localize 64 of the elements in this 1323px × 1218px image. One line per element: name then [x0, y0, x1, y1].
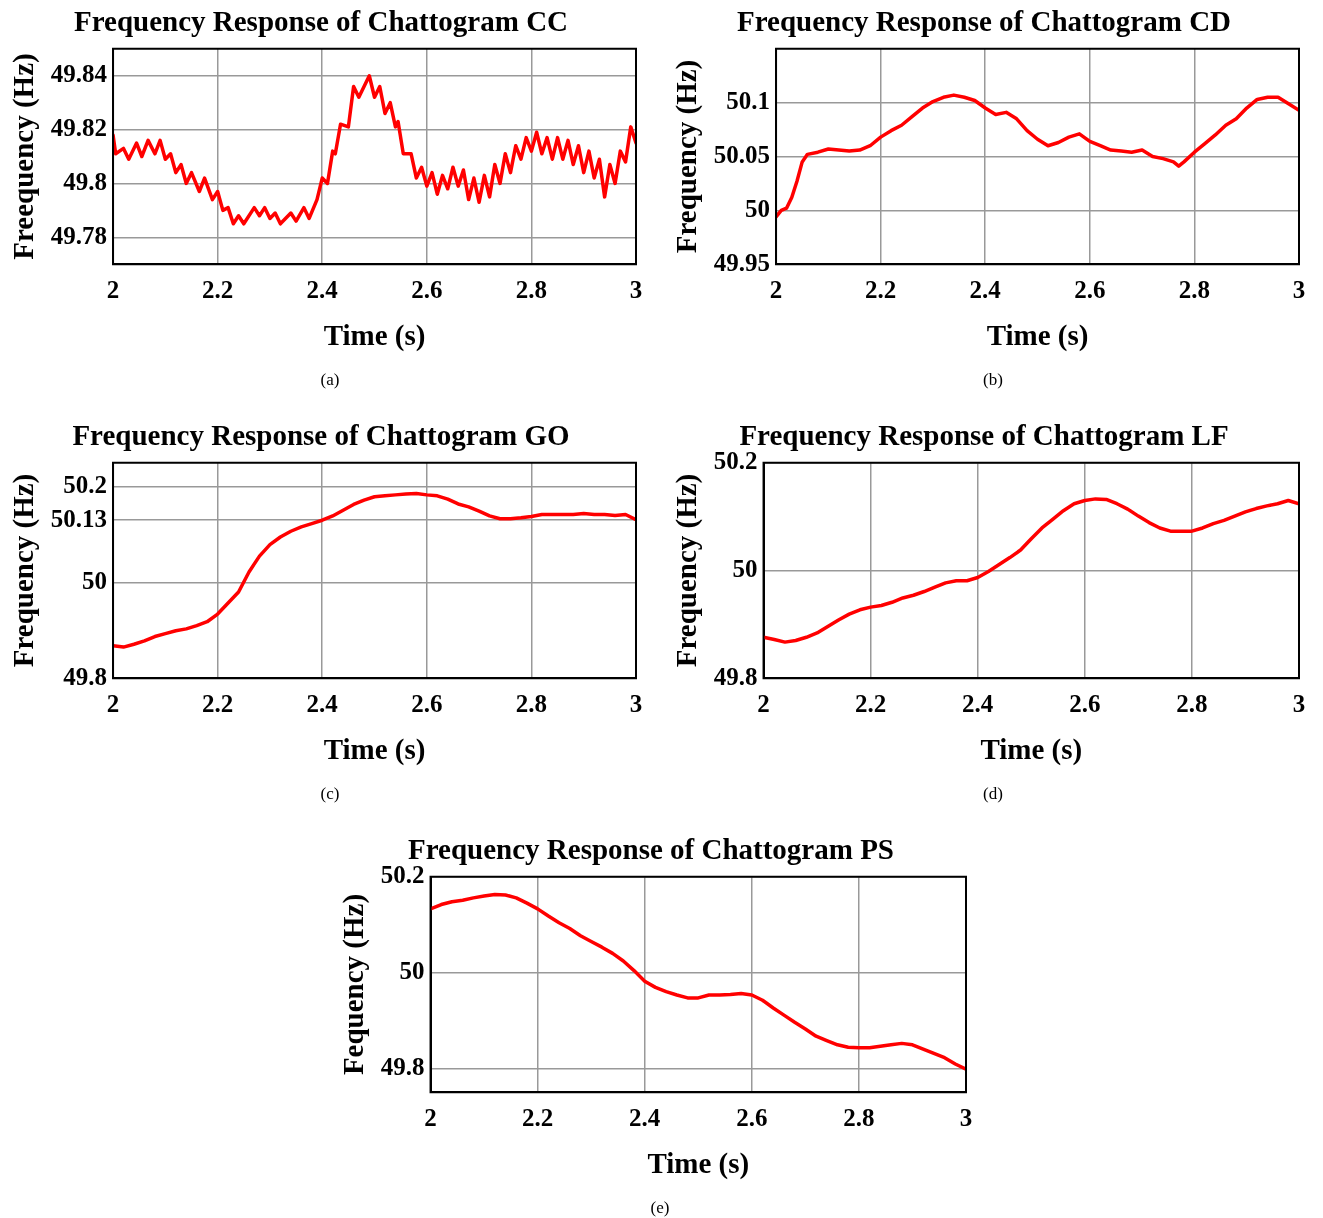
- x-tick-label: 2.4: [962, 689, 994, 717]
- chart-title: Frequency Response of Chattogram CD: [736, 4, 1232, 37]
- y-tick-label: 50.2: [63, 471, 108, 499]
- x-tick-label: 2.2: [202, 275, 234, 303]
- x-tick-label: 2.8: [515, 689, 548, 717]
- y-tick-label: 49.8: [380, 1052, 425, 1080]
- x-tick-label: 2: [106, 689, 120, 717]
- x-tick-label: 2.2: [855, 689, 887, 717]
- text: (a): [319, 370, 341, 390]
- y-tick-label: 50: [82, 566, 108, 594]
- x-axis-title: Time (s): [323, 733, 426, 767]
- y-tick-label: 49.8: [63, 662, 108, 690]
- y-tick-label: 49.82: [50, 114, 108, 142]
- chart-title: Frequency Response of Chattogram GO: [72, 418, 570, 451]
- y-tick-label: 50: [732, 554, 758, 582]
- x-tick-label: 3: [1292, 689, 1306, 717]
- x-tick-label: 3: [629, 275, 643, 303]
- x-tick-label: 2: [757, 689, 770, 717]
- x-tick-label: 3: [1292, 275, 1306, 303]
- y-tick-label: 49.8: [63, 167, 108, 195]
- y-axis-title: Fequency (Hz): [336, 893, 370, 1076]
- y-tick-label: 49.8: [713, 662, 758, 690]
- x-tick-label: 2.2: [865, 275, 897, 303]
- x-tick-label: 2.2: [522, 1103, 554, 1131]
- y-tick-label: 50.1: [726, 87, 771, 115]
- x-tick-label: 2.4: [306, 689, 339, 717]
- x-tick-label: 2.8: [843, 1103, 875, 1131]
- x-tick-label: 2.6: [411, 275, 443, 303]
- y-tick-label: 50: [399, 956, 425, 984]
- text: (b): [982, 370, 1004, 390]
- text: (d): [982, 784, 1004, 804]
- x-tick-label: 2.8: [515, 275, 548, 303]
- x-tick-label: 2.4: [629, 1103, 661, 1131]
- y-tick-label: 49.78: [50, 221, 108, 249]
- x-tick-label: 2.8: [1176, 689, 1208, 717]
- y-axis-title: Frequency (Hz): [6, 473, 40, 668]
- x-tick-label: 2.4: [306, 275, 339, 303]
- y-tick-label: 50.13: [50, 504, 108, 532]
- x-axis-title: Time (s): [986, 319, 1089, 353]
- x-tick-label: 2: [106, 275, 120, 303]
- text: (c): [319, 784, 341, 804]
- y-tick-label: 50: [745, 194, 771, 222]
- x-tick-label: 2.6: [1074, 275, 1106, 303]
- x-tick-label: 2.4: [969, 275, 1002, 303]
- y-tick-label: 49.95: [713, 248, 771, 276]
- x-tick-label: 2: [424, 1103, 437, 1131]
- x-tick-label: 3: [629, 689, 643, 717]
- x-tick-label: 3: [959, 1103, 973, 1131]
- y-axis-title: Frequency (Hz): [669, 473, 703, 668]
- y-axis-title: Freequency (Hz): [6, 53, 40, 260]
- y-tick-label: 50.05: [713, 140, 771, 168]
- chart-title: Frequency Response of Chattogram CC: [73, 4, 569, 37]
- y-tick-label: 49.84: [50, 60, 108, 88]
- y-axis-title: Frequency (Hz): [669, 59, 703, 254]
- x-axis-title: Time (s): [323, 319, 426, 353]
- x-tick-label: 2.8: [1178, 275, 1211, 303]
- x-axis-title: Time (s): [980, 733, 1083, 767]
- x-tick-label: 2.2: [202, 689, 234, 717]
- text: (e): [649, 1198, 671, 1218]
- x-tick-label: 2.6: [411, 689, 443, 717]
- x-tick-label: 2: [769, 275, 783, 303]
- x-tick-label: 2.6: [1069, 689, 1101, 717]
- x-tick-label: 2.6: [736, 1103, 768, 1131]
- x-axis-title: Time (s): [647, 1147, 750, 1181]
